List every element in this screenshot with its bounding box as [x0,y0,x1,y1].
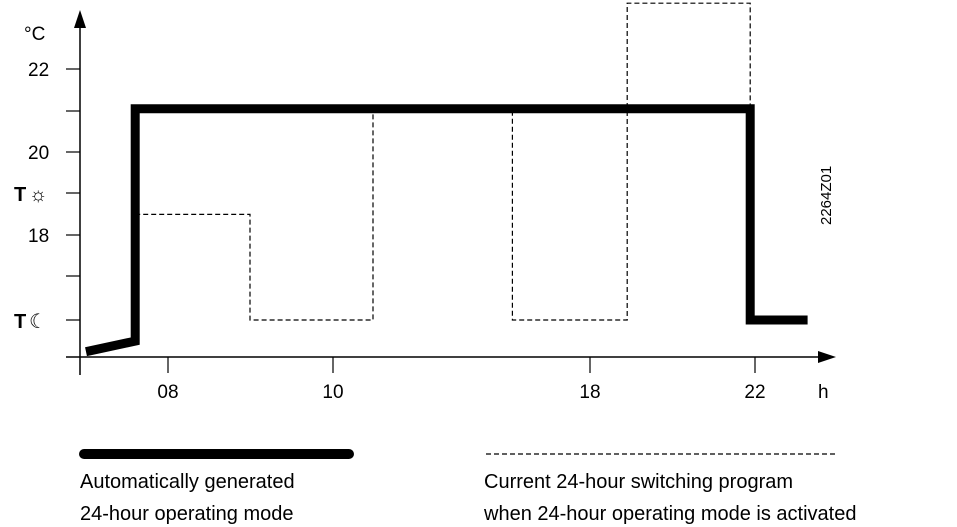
x-unit-label: h [818,382,829,403]
y-tick-label-18: 18 [28,226,49,247]
t-comfort-prefix: T [14,184,26,206]
x-tick-label-08: 08 [157,382,178,403]
moon-icon: ☾ [29,311,47,333]
y-tick-label-20: 20 [28,143,49,164]
t-reduced-label: T ☾ [14,311,47,333]
y-axis-arrow [74,10,86,28]
x-tick-label-22: 22 [744,382,765,403]
operating-mode-thick-line [85,104,808,357]
legend-dashed-line2: when 24-hour operating mode is activated [483,503,856,525]
legend-solid-line1: Automatically generated [80,471,295,493]
sun-icon: ☼ [29,184,47,206]
y-unit-label: °C [24,24,45,45]
x-tick-marks [167,357,756,373]
y-tick-marks [66,68,80,321]
t-comfort-label: T ☼ [14,184,47,206]
t-reduced-prefix: T [14,311,26,333]
x-tick-label-10: 10 [322,382,343,403]
legend-dashed-line1: Current 24-hour switching program [484,471,793,493]
diagram-code: 2264Z01 [818,166,835,225]
x-tick-label-18: 18 [579,382,600,403]
legend-solid-line2: 24-hour operating mode [80,503,293,525]
switching-program-dashed-line [135,2,751,321]
y-tick-label-22: 22 [28,60,49,81]
x-axis-arrow [818,351,836,363]
